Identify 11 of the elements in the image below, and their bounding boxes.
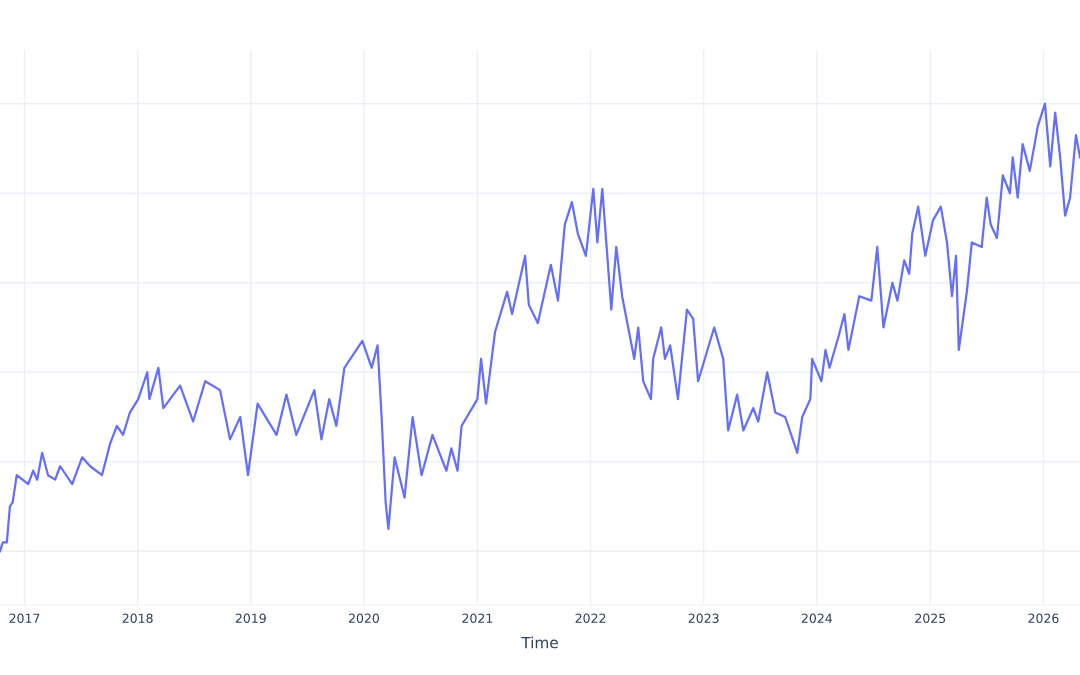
x-tick-label: 2019 bbox=[235, 613, 266, 624]
x-tick-label: 2025 bbox=[915, 613, 946, 624]
x-tick-label: 2024 bbox=[801, 613, 833, 624]
x-tick-label: 2018 bbox=[122, 613, 153, 624]
x-tick-label: 2026 bbox=[1028, 613, 1059, 624]
x-tick-label: 2023 bbox=[688, 613, 719, 624]
x-axis-title: Time bbox=[521, 636, 558, 649]
x-tick-label: 2020 bbox=[348, 613, 379, 624]
x-tick-label: 2021 bbox=[462, 613, 493, 624]
x-tick-label: 2022 bbox=[575, 613, 606, 624]
x-tick-label: 2017 bbox=[9, 613, 40, 624]
